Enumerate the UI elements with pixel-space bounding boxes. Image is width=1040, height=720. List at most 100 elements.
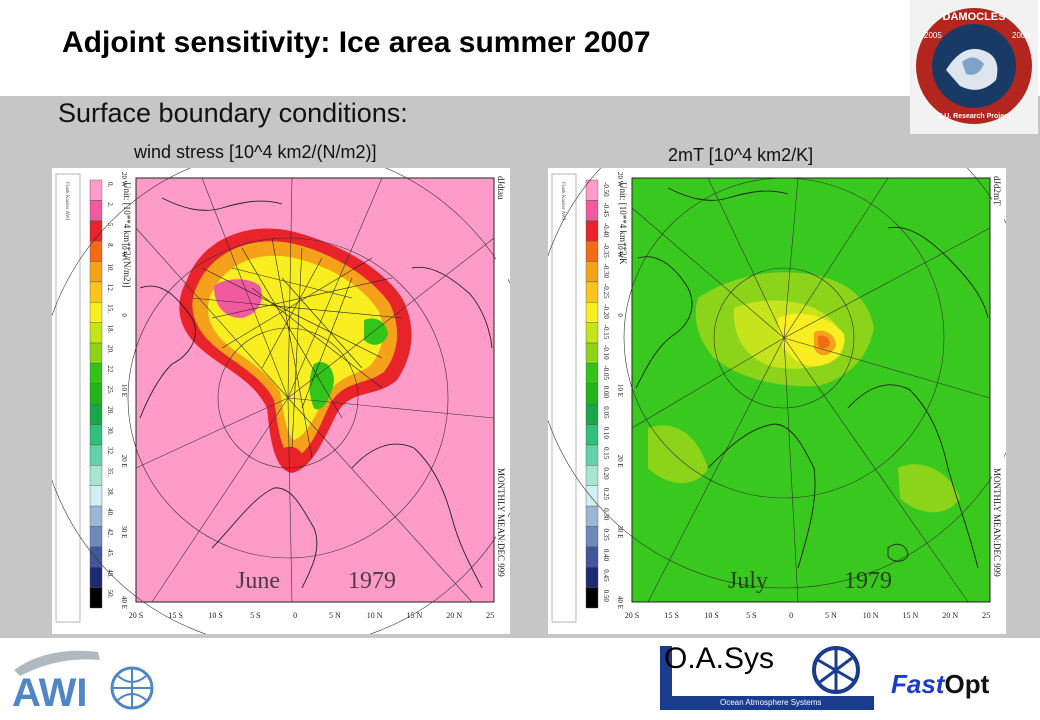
legend-tick-label: 0.15 bbox=[602, 447, 610, 460]
legend-tick-label: 0.05 bbox=[602, 406, 610, 419]
legend-tick-label: -0.05 bbox=[602, 365, 610, 380]
title-strip bbox=[55, 173, 81, 623]
coastlines bbox=[635, 187, 989, 569]
y-tick-label: 10 W bbox=[120, 243, 128, 259]
legend-tick-label: 42. bbox=[106, 528, 114, 537]
legend-colorbar bbox=[585, 179, 599, 609]
legend-tick-label: 22. bbox=[106, 365, 114, 374]
legend-tick-label: -0.10 bbox=[602, 345, 610, 360]
legend-tick-label: 8. bbox=[106, 243, 114, 249]
legend-tick-label: 45. bbox=[106, 549, 114, 558]
fastopt-logo: FastOpt bbox=[891, 669, 989, 700]
legend-swatch bbox=[585, 261, 599, 283]
legend-swatch bbox=[89, 281, 103, 303]
x-tick-label: 15 S bbox=[665, 611, 679, 620]
legend-tick-label: 10. bbox=[106, 264, 114, 273]
legend-swatch bbox=[89, 261, 103, 283]
legend-swatch bbox=[89, 424, 103, 446]
y-tick-label: 20 E bbox=[616, 455, 624, 468]
x-tick-label: 20 N bbox=[942, 611, 958, 620]
temperature-panel: Frank Kauker AWI -0.50 -0.45 -0.40 -0.35 -0.… bbox=[548, 168, 1006, 634]
footer-label: MONTHLY MEAN:DEC 999 bbox=[496, 468, 506, 577]
x-tick-label: 25 N bbox=[982, 611, 998, 620]
legend-swatch bbox=[89, 302, 103, 323]
legend-swatch bbox=[585, 302, 599, 323]
legend-swatch bbox=[585, 200, 599, 221]
legend-tick-label: 5. bbox=[106, 223, 114, 229]
legend-swatch bbox=[585, 424, 599, 446]
x-tick-label: 0 bbox=[789, 611, 793, 620]
legend-tick-label: -0.30 bbox=[602, 264, 610, 279]
legend-swatch bbox=[585, 546, 599, 568]
y-tick-label: 40 E bbox=[120, 596, 128, 609]
legend-tick-label: -0.15 bbox=[602, 325, 610, 340]
x-tick-label: 15 S bbox=[169, 611, 183, 620]
legend-colorbar bbox=[89, 179, 103, 609]
y-tick-label: 10 E bbox=[120, 384, 128, 397]
legend-swatch bbox=[89, 383, 103, 405]
y-tick-label: 0 bbox=[616, 313, 624, 317]
legend-tick-label: 0.40 bbox=[602, 549, 610, 562]
legend-swatch bbox=[585, 281, 599, 303]
y-tick-label: 10 E bbox=[616, 384, 624, 397]
legend-swatch bbox=[585, 587, 599, 609]
pink-inner-core bbox=[214, 279, 262, 318]
oasys-logo bbox=[660, 642, 874, 714]
x-tick-label: 20 N bbox=[446, 611, 462, 620]
light-patch-east bbox=[898, 464, 960, 513]
oasys-wordmark: O.A.Sys bbox=[664, 642, 775, 675]
damocles-year-end: 2009 bbox=[1012, 31, 1030, 40]
x-tick-label: 5 N bbox=[825, 611, 837, 620]
legend-swatch bbox=[89, 179, 103, 201]
legend-swatch bbox=[585, 220, 599, 242]
page-title: Adjoint sensitivity: Ice area summer 200… bbox=[62, 26, 651, 59]
damocles-wordmark: DAMOCLES bbox=[943, 11, 1006, 23]
variable-name: dJd2mT bbox=[992, 176, 1002, 206]
x-tick-label: 5 N bbox=[329, 611, 341, 620]
legend-swatch bbox=[89, 342, 103, 364]
legend-swatch bbox=[89, 587, 103, 609]
awi-logo: AWI bbox=[8, 640, 158, 715]
legend-swatch bbox=[89, 444, 103, 466]
fastopt-fast: Fast bbox=[891, 669, 945, 699]
legend-tick-label: 0.25 bbox=[602, 488, 610, 501]
legend-tick-label: 50. bbox=[106, 590, 114, 599]
legend-swatch bbox=[89, 403, 103, 425]
wind-trajectories bbox=[191, 237, 403, 459]
legend-tick-label: 25. bbox=[106, 386, 114, 395]
legend-swatch bbox=[585, 465, 599, 486]
legend-swatch bbox=[89, 546, 103, 568]
legend-swatch bbox=[89, 363, 103, 385]
x-tick-label: 5 S bbox=[250, 611, 260, 620]
y-tick-label: 20 E bbox=[120, 455, 128, 468]
x-tick-label: 10 N bbox=[863, 611, 879, 620]
x-tick-label: 0 bbox=[293, 611, 297, 620]
legend-swatch bbox=[89, 465, 103, 486]
legend-tick-label: 35. bbox=[106, 467, 114, 476]
legend-swatch bbox=[585, 526, 599, 548]
legend-tick-label: 0.20 bbox=[602, 467, 610, 480]
legend-swatch bbox=[585, 505, 599, 527]
legend-swatch bbox=[585, 322, 599, 344]
temperature-label: 2mT [10^4 km2/K] bbox=[668, 145, 814, 165]
legend-tick-label: 2. bbox=[106, 202, 114, 208]
legend-swatch bbox=[89, 567, 103, 588]
legend-tick-label: 0.45 bbox=[602, 569, 610, 582]
legend-tick-label: 30. bbox=[106, 427, 114, 436]
legend-swatch bbox=[585, 342, 599, 364]
green-patch-south bbox=[309, 362, 334, 410]
map-background bbox=[632, 178, 990, 602]
legend-tick-label: -0.35 bbox=[602, 243, 610, 258]
legend-tick-label: 40. bbox=[106, 508, 114, 517]
damocles-logo: DAMOCLES 2005 2009 E.U. Research Project bbox=[910, 0, 1038, 134]
credit-text: Frank Kauker AWI bbox=[64, 182, 69, 221]
x-tick-label: 15 N bbox=[407, 611, 423, 620]
month-label: July bbox=[728, 568, 768, 594]
legend-tick-label: 28. bbox=[106, 406, 114, 415]
legend-tick-label: 0. bbox=[106, 182, 114, 188]
credit-text: Frank Kauker AWI bbox=[560, 182, 565, 221]
x-tick-label: 20 S bbox=[625, 611, 639, 620]
x-tick-label: 5 S bbox=[746, 611, 756, 620]
red-core bbox=[818, 335, 830, 349]
section-subtitle: Surface boundary conditions: bbox=[58, 98, 408, 128]
